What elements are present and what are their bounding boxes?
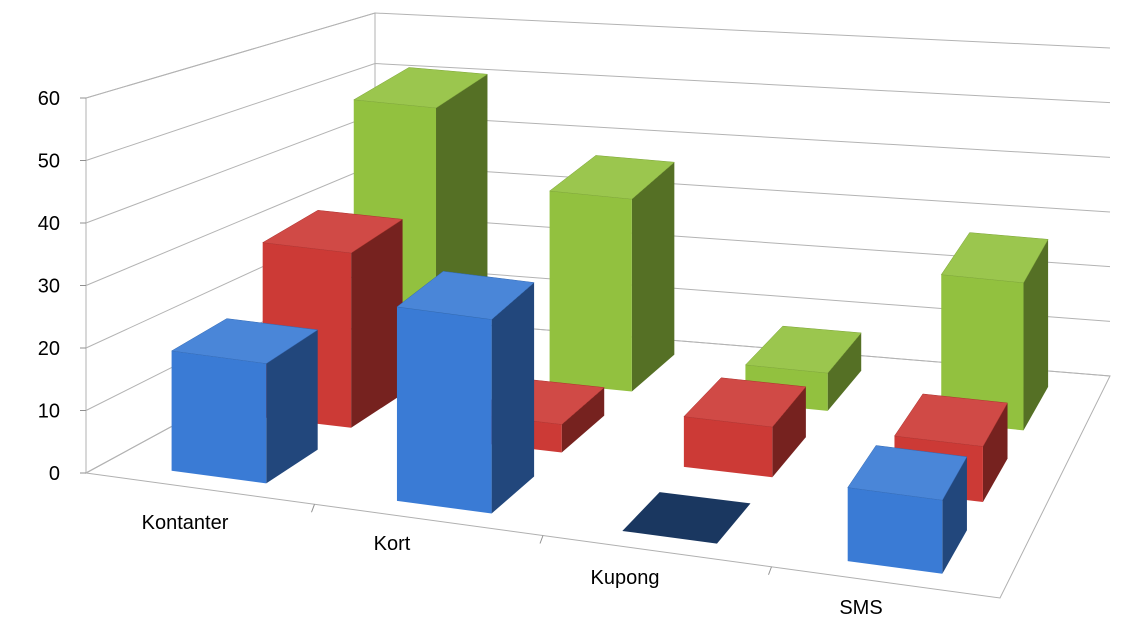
bar-side [351, 219, 403, 428]
bar-top [847, 445, 968, 501]
bar-top [396, 271, 535, 320]
gridline [85, 12, 1111, 99]
y-axis: 0 10 20 30 40 50 60 [38, 88, 86, 485]
y-tick-label: 0 [49, 463, 60, 485]
bar-side [1023, 239, 1049, 431]
y-tick-label: 40 [38, 213, 60, 235]
bar-top [352, 67, 489, 109]
bar [847, 445, 968, 574]
bar-top [940, 232, 1049, 284]
x-tick-label: Kort [374, 533, 411, 555]
y-tick-label: 50 [38, 151, 60, 173]
bar-side [772, 386, 806, 478]
bars [170, 67, 1049, 574]
bar-side [942, 456, 967, 574]
bar-side [982, 402, 1008, 503]
bar-side [827, 332, 862, 411]
x-tick-label: SMS [839, 597, 882, 619]
bar-top [548, 155, 675, 200]
x-tick-label: Kupong [591, 567, 660, 589]
bar-front [941, 274, 1024, 431]
bar-top [894, 393, 1008, 447]
x-tick-mark [768, 566, 772, 575]
bar [396, 271, 535, 514]
y-tick-label: 60 [38, 88, 60, 110]
y-tick-label: 10 [38, 401, 60, 423]
x-tick-mark [311, 504, 315, 513]
bar [170, 318, 319, 484]
bar-front [683, 416, 773, 478]
bar [940, 232, 1049, 431]
bar-top [622, 492, 751, 544]
y-tick-label: 20 [38, 338, 60, 360]
bar-top [170, 318, 319, 364]
bar-top [744, 325, 862, 374]
bar-side [266, 329, 318, 484]
bar-front [171, 350, 267, 484]
bar-front [549, 191, 632, 392]
bar-top [261, 210, 404, 254]
bar [683, 377, 807, 478]
x-tick-mark [539, 535, 544, 544]
bar [548, 155, 675, 392]
bar-side [491, 282, 535, 514]
gridline [85, 62, 1111, 161]
y-tick-label: 30 [38, 276, 60, 298]
x-axis: Kontanter Kort Kupong SMS [142, 504, 883, 619]
bar-front [396, 306, 492, 514]
bar-side [631, 162, 675, 392]
bar [622, 492, 751, 544]
bar-front [847, 487, 943, 574]
bar-side [561, 387, 605, 453]
bar-top [683, 377, 807, 428]
x-tick-label: Kontanter [142, 512, 229, 534]
